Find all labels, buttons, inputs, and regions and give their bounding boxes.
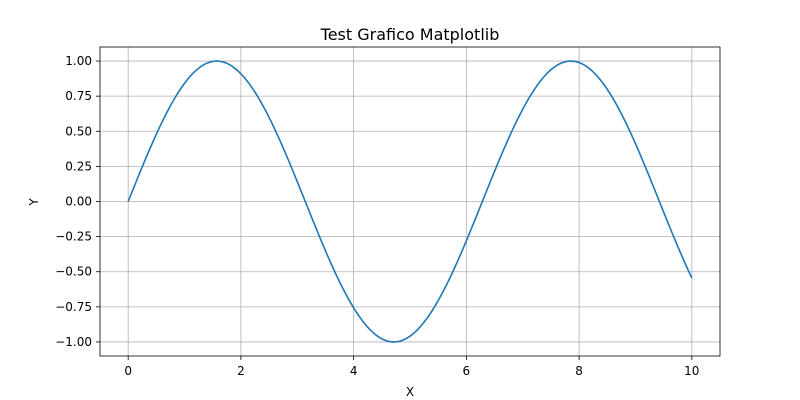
y-tick-label: 0.75 [65,89,92,103]
y-tick-label: 0.25 [65,159,92,173]
x-tick-label: 6 [463,364,471,378]
series-layer [127,60,693,343]
chart-title: Test Grafico Matplotlib [320,25,500,44]
grid [100,47,720,356]
y-axis-label: Y [27,198,41,207]
x-tick-label: 4 [350,364,358,378]
series-line [127,60,693,343]
x-tick-label: 0 [124,364,132,378]
x-tick-label: 2 [237,364,245,378]
ticks: 0 2 4 6 8 10 1.00 0.75 0.50 0.25 0.00 −0.25 −0.50 −0.… [55,54,699,378]
x-axis-label: X [406,385,414,399]
y-tick-label: −0.50 [55,265,92,279]
y-tick-label: 1.00 [65,54,92,68]
y-tick-label: −0.75 [55,300,92,314]
y-tick-label: 0.50 [65,124,92,138]
y-tick-label: −1.00 [55,335,92,349]
y-tick-label: 0.00 [65,195,92,209]
x-tick-label: 10 [684,364,699,378]
y-tick-label: −0.25 [55,230,92,244]
x-tick-label: 8 [575,364,583,378]
